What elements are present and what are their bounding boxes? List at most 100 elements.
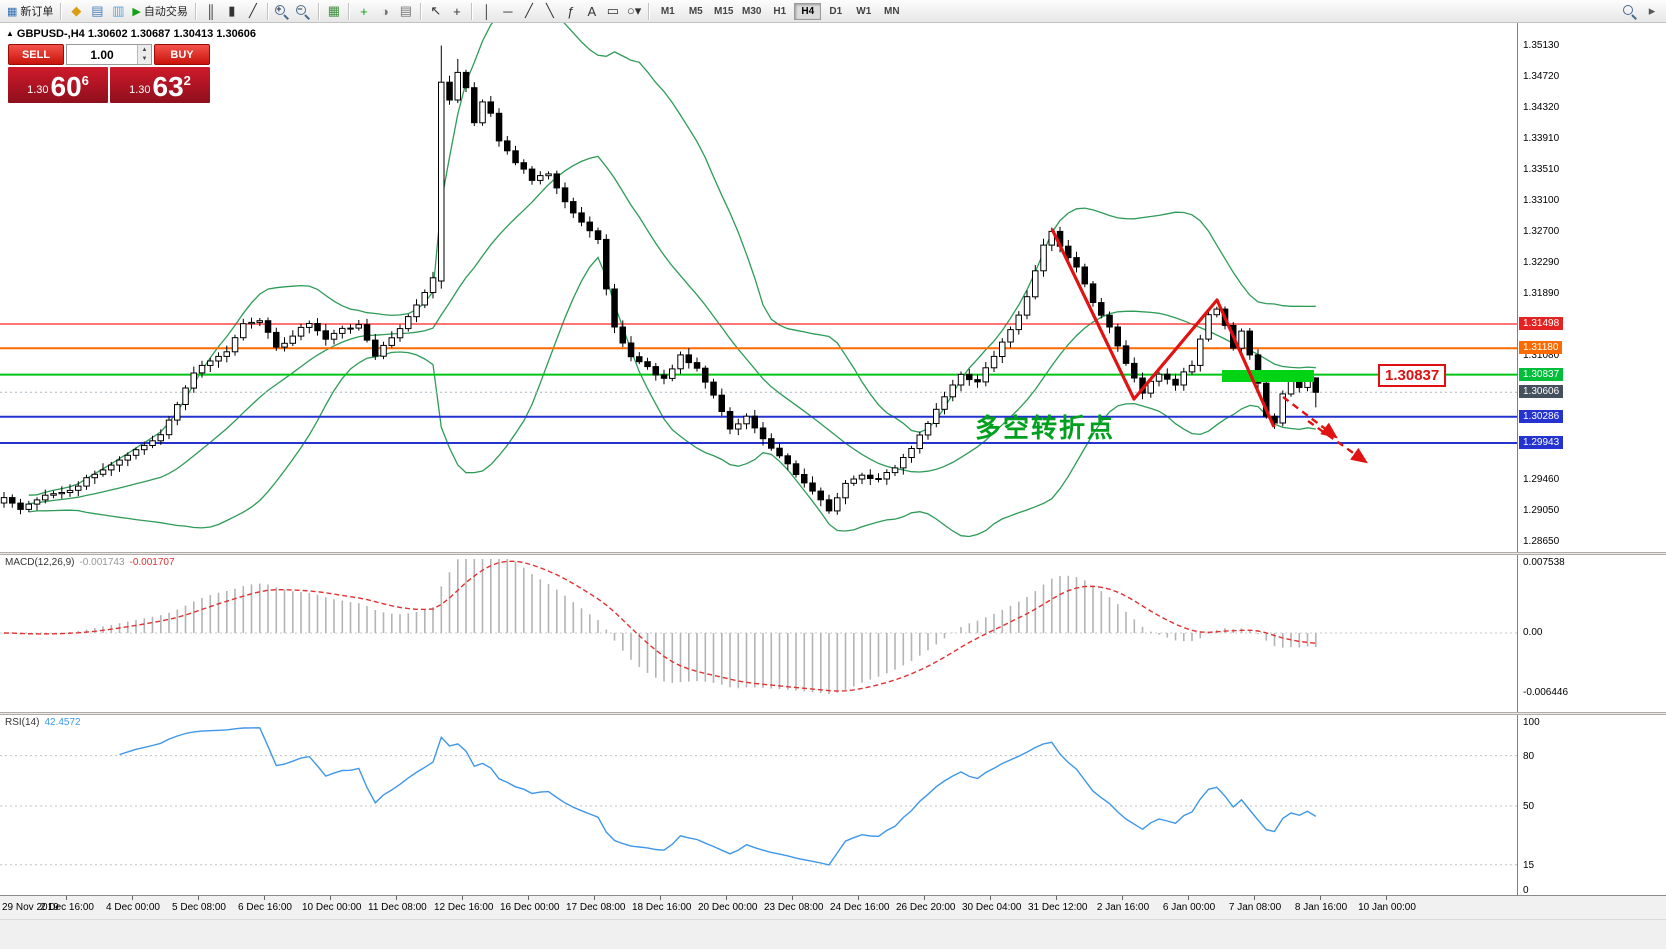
rsi-line (119, 727, 1317, 866)
volume-down-button[interactable]: ▼ (138, 54, 151, 64)
rsi-title: RSI(14) (5, 717, 40, 728)
time-axis-label: 6 Dec 16:00 (238, 902, 292, 913)
toolbar-separator (347, 2, 350, 20)
indicators-icon[interactable]: + (354, 2, 374, 21)
buy-price[interactable]: 1.30 63 2 (110, 67, 210, 103)
horizontal-line-icon[interactable]: ─ (498, 2, 518, 21)
annotations (1050, 228, 1368, 464)
time-axis-label: 5 Dec 08:00 (172, 902, 226, 913)
timeframe-button-h4[interactable]: H4 (794, 2, 822, 20)
auto-trading-button[interactable]: ▶ 自动交易 (129, 2, 190, 21)
profiles-icon-glyph: ◆ (71, 3, 82, 18)
time-axis-label: 11 Dec 08:00 (368, 902, 427, 913)
timeframe-button-w1[interactable]: W1 (856, 5, 872, 17)
quick-nav-icon[interactable]: ▸ (1642, 2, 1662, 21)
shapes-icon[interactable]: ○▾ (624, 2, 644, 21)
crosshair-icon-glyph: + (453, 3, 461, 19)
time-axis-tick (792, 896, 793, 900)
price-axis-badge: 1.30837 (1519, 368, 1564, 381)
time-axis-label: 26 Dec 20:00 (896, 902, 956, 913)
price-axis-label: 1.29460 (1523, 474, 1560, 485)
panel-separator[interactable] (0, 552, 1666, 555)
projection-arrow (1307, 420, 1368, 464)
zoom-out-icon[interactable]: − (294, 3, 314, 20)
time-axis-label: 2 Dec 16:00 (40, 902, 94, 913)
vertical-line-icon[interactable]: │ (477, 2, 497, 21)
price-axis-badge: 1.30286 (1519, 410, 1564, 423)
periods-icon[interactable]: ◑ (375, 2, 395, 21)
sell-price[interactable]: 1.30 60 6 (8, 67, 108, 103)
volume-up-button[interactable]: ▲ (138, 45, 151, 55)
time-axis-label: 6 Jan 00:00 (1162, 902, 1216, 913)
timeframe-button-mn[interactable]: MN (883, 5, 900, 17)
price-axis-badge: 1.31180 (1519, 341, 1563, 354)
annotation-text: 多空转折点 (975, 413, 1116, 443)
line-chart-icon-glyph: ╱ (248, 3, 257, 18)
text-tool-icon[interactable]: A (582, 2, 602, 21)
toolbar-separator (194, 2, 197, 20)
sell-price-pips: 60 (50, 71, 82, 102)
time-axis[interactable]: 29 Nov 2019 2 Dec 16:00 4 Dec 00:00 5 Dec 0… (0, 895, 1666, 919)
timeframe-button-d1[interactable]: D1 (829, 5, 843, 17)
time-axis-tick (924, 896, 925, 900)
indicators-icon-glyph: + (360, 3, 368, 19)
time-axis-tick (396, 896, 397, 900)
volume-stepper[interactable]: ▲ ▼ (66, 44, 152, 65)
line-chart-icon[interactable]: ╱ (243, 2, 263, 21)
price-axis-label: 1.34720 (1523, 71, 1560, 82)
tile-windows-icon[interactable]: ▦ (324, 2, 344, 21)
ohlc-header: ▲ GBPUSD-,H4 1.30602 1.30687 1.30413 1.30… (6, 28, 256, 40)
price-axis-label: 1.34320 (1523, 102, 1560, 113)
timeframe-button-m1[interactable]: M1 (660, 5, 675, 17)
time-axis-label: 2 Jan 16:00 (1096, 902, 1150, 913)
tile-windows-icon-glyph: ▦ (327, 3, 341, 18)
price-axis-label: 1.33510 (1523, 164, 1560, 175)
time-axis-tick (990, 896, 991, 900)
candlestick-chart-icon[interactable]: ▮ (222, 2, 242, 21)
new-order-button-glyph: ▦ (7, 5, 18, 18)
trendline-icon[interactable]: ╱ (519, 2, 539, 21)
navigator-icon[interactable]: ▥ (108, 2, 128, 21)
volume-input[interactable] (67, 45, 137, 64)
timeframe-button-m5[interactable]: M5 (688, 5, 703, 17)
buy-price-pips: 63 (152, 71, 184, 102)
channel-icon[interactable]: ╲ (540, 2, 560, 21)
new-order-button[interactable]: ▦ 新订单 (4, 2, 56, 21)
zigzag-annotation (1050, 228, 1276, 428)
new-order-button-label: 新订单 (20, 6, 54, 18)
bar-chart-icon[interactable]: ║ (201, 2, 221, 21)
market-watch-icon[interactable]: ▤ (87, 2, 107, 21)
timeframe-button-h1[interactable]: H1 (773, 5, 787, 17)
time-axis-tick (1386, 896, 1387, 900)
price-axis[interactable]: 1.35130 1.34720 1.34320 1.33910 1.33510 1.331… (1517, 23, 1666, 896)
time-axis-label: 29 Nov 2019 (2, 902, 59, 913)
candles (0, 45, 1319, 515)
quick-nav-icon-glyph: ▸ (1648, 3, 1656, 18)
templates-icon[interactable]: ▤ (396, 2, 416, 21)
sell-price-prefix: 1.30 (27, 84, 49, 96)
sell-button[interactable]: SELL (8, 44, 64, 65)
time-axis-label: 4 Dec 00:00 (106, 902, 160, 913)
profiles-icon[interactable]: ◆ (66, 2, 86, 21)
zoom-in-icon[interactable]: + (273, 3, 293, 20)
fibonacci-icon[interactable]: ƒ (561, 2, 581, 21)
sell-price-point: 6 (81, 73, 89, 88)
timeframe-button-m15[interactable]: M15 (714, 5, 734, 17)
rsi-axis-label: 0 (1523, 885, 1529, 896)
panel-separator[interactable] (0, 712, 1666, 715)
fibonacci-icon-glyph: ƒ (567, 3, 575, 19)
cursor-icon-glyph: ↖ (430, 3, 442, 18)
macd-title: MACD(12,26,9) (5, 557, 75, 568)
time-axis-tick (330, 896, 331, 900)
navigator-icon-glyph: ▥ (112, 3, 125, 18)
crosshair-icon[interactable]: + (447, 2, 467, 21)
cursor-icon[interactable]: ↖ (426, 2, 446, 21)
label-tool-icon[interactable]: ▭ (603, 2, 623, 21)
search-icon[interactable] (1621, 3, 1641, 20)
time-axis-tick (726, 896, 727, 900)
timeframe-button-m30[interactable]: M30 (742, 5, 762, 17)
buy-button[interactable]: BUY (154, 44, 210, 65)
macd-axis-label: 0.007538 (1523, 557, 1565, 568)
time-axis-tick (1188, 896, 1189, 900)
